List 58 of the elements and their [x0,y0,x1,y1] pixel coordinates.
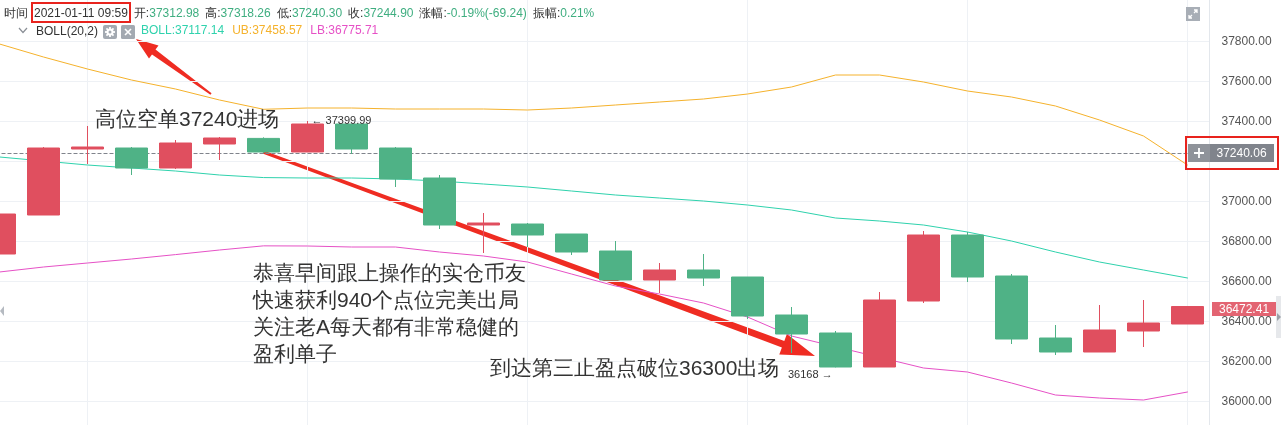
annotation: 高位空单37240进场 [95,106,280,132]
y-tick-label: 36200.00 [1221,354,1272,368]
y-tick-label: 36400.00 [1221,314,1272,328]
candlestick [247,136,280,154]
candlestick [907,230,940,304]
annotation: 低:37240.30 [276,6,343,20]
annotation: 盈利单子 [253,341,337,367]
line-series [0,43,1188,166]
candlestick [511,222,544,248]
y-tick-label: 36600.00 [1221,274,1272,288]
annotation: 开:37312.98 [133,6,200,20]
annotation: 涨幅:-0.19%(-69.24) [419,6,527,20]
candlestick [1127,299,1160,348]
text: 36472.41 [1212,302,1277,316]
candlestick [775,306,808,354]
annotation: 收:37244.90 [348,6,414,20]
candlestick [995,273,1028,345]
annotation: 到达第三止盈点破位36300出场 [490,355,780,381]
candlestick [1083,304,1116,353]
annotation: BOLL(20,2) [36,24,99,38]
candlestick [467,212,500,254]
y-tick-label: 37000.00 [1221,194,1272,208]
candlestick [291,120,324,153]
candlestick [687,253,720,287]
candlestick [1039,324,1072,356]
candlestick [335,123,368,155]
candlestick [159,139,192,170]
candlestick [555,233,588,256]
annotation: 时间 [4,6,28,20]
annotation: 恭喜早间跟上操作的实仓币友 [253,260,526,286]
text: LB:36775.71 [310,23,379,37]
candlestick [819,330,852,368]
y-tick-label: 37400.00 [1221,114,1272,128]
annotation: ← 37399.99 [311,114,372,126]
candlestick [379,146,412,188]
candlestick [951,231,984,283]
y-tick-label: 36000.00 [1221,394,1272,408]
annotation: 高:37318.26 [205,6,271,20]
annotation: 快速获利940个点位完美出局 [253,287,520,313]
candlestick [115,146,148,176]
candlestick [731,276,764,320]
candlestick [27,146,60,216]
annotation: 关注老A每天都有非常稳健的 [253,314,520,340]
y-tick-label: 37600.00 [1221,74,1272,88]
annotation: 36168 → [788,368,833,380]
text: 37240.06 [1215,145,1268,162]
line-series [0,245,1188,401]
candlestick [643,262,676,294]
candlestick [1171,306,1204,325]
candlestick [423,174,456,230]
candlestick [599,240,632,281]
y-tick-label: 36800.00 [1221,234,1272,248]
y-tick-label: 37800.00 [1221,34,1272,48]
candlestick [863,291,896,368]
text: UB:37458.57 [232,23,303,37]
annotation: 振幅:0.21% [532,6,595,20]
candlestick [203,136,236,161]
text: BOLL:37117.14 [141,23,225,37]
